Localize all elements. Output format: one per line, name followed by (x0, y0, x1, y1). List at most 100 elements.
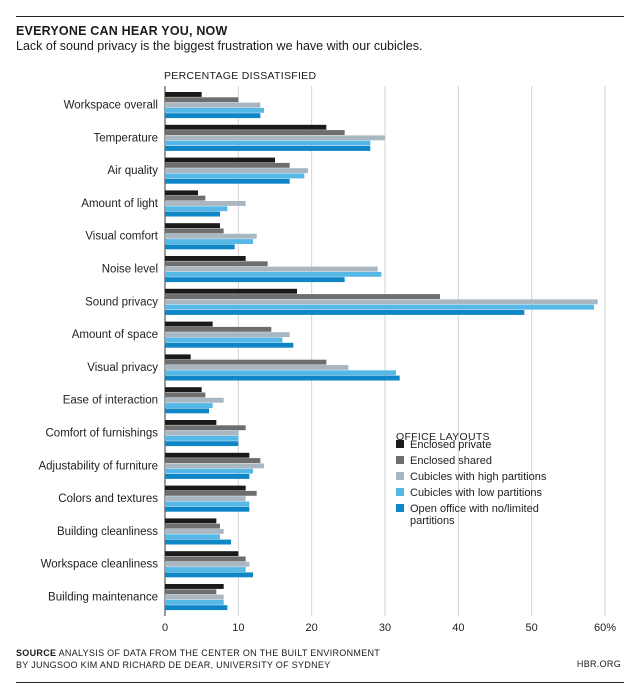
bar (165, 102, 261, 108)
category-label: Adjustability of furniture (38, 460, 158, 472)
x-tick-label: 30 (379, 622, 391, 634)
bar (165, 501, 250, 507)
bar (165, 294, 440, 299)
category-label: Amount of space (72, 329, 158, 341)
bar (165, 342, 294, 348)
bar (165, 468, 253, 474)
bar (165, 146, 371, 151)
bar (165, 430, 239, 436)
x-tick-label: 0 (162, 622, 168, 634)
bar (165, 107, 264, 113)
bar (165, 529, 224, 534)
x-tick-label: 50 (526, 622, 538, 634)
bar (165, 321, 213, 327)
category-label: Ease of interaction (63, 395, 158, 407)
top-rule (16, 16, 624, 17)
category-label: Visual privacy (87, 362, 158, 374)
bar (165, 534, 220, 540)
bar (165, 523, 220, 529)
bar (165, 397, 224, 403)
bar (165, 474, 250, 479)
bar (165, 195, 206, 201)
legend-label: Enclosed shared (410, 455, 492, 467)
bar (165, 518, 217, 524)
category-label: Visual comfort (85, 231, 158, 243)
bar (165, 190, 198, 196)
bar (165, 310, 525, 315)
chart-title: EVERYONE CAN HEAR YOU, NOW (16, 24, 228, 38)
bar (165, 206, 228, 212)
bar (165, 556, 246, 562)
bar (165, 228, 224, 234)
bar (165, 551, 239, 557)
bar (165, 485, 246, 491)
bar (165, 256, 246, 261)
category-label: Workspace overall (64, 100, 158, 112)
source-line-2: BY JUNGSOO KIM AND RICHARD DE DEAR, UNIV… (16, 660, 331, 670)
bar (165, 332, 290, 338)
category-label: Workspace cleanliness (41, 559, 159, 571)
bar (165, 506, 250, 512)
bar (165, 140, 371, 146)
x-tick-label: 40 (452, 622, 464, 634)
legend-swatch (396, 440, 404, 448)
bar (165, 561, 250, 567)
bar (165, 277, 345, 283)
bar (165, 130, 345, 135)
bar (165, 359, 327, 365)
bar (165, 594, 224, 600)
bar (165, 178, 290, 184)
bar (165, 157, 275, 163)
bar (165, 271, 382, 277)
category-label: Building cleanliness (57, 526, 158, 538)
bar (165, 370, 396, 376)
bar (165, 135, 385, 141)
chart-subtitle: Lack of sound privacy is the biggest fru… (16, 39, 423, 53)
legend-swatch (396, 456, 404, 464)
legend-label: partitions (410, 515, 455, 527)
bar (165, 452, 250, 458)
source-line-1: ANALYSIS OF DATA FROM THE CENTER ON THE … (58, 648, 381, 658)
bar (165, 365, 349, 370)
bar (165, 375, 400, 381)
brand-label: HBR.ORG (576, 659, 621, 669)
bar (165, 589, 217, 595)
bar (165, 162, 290, 168)
bar (165, 288, 297, 294)
bar (165, 97, 239, 103)
category-label: Comfort of furnishings (46, 428, 159, 440)
bar (165, 392, 206, 398)
source-label: SOURCE (16, 648, 57, 658)
bar (165, 223, 220, 229)
category-label: Colors and textures (58, 493, 158, 505)
plot-axis-label: PERCENTAGE DISSATISFIED (164, 70, 317, 82)
category-label: Amount of light (81, 198, 159, 210)
x-tick-label: 20 (306, 622, 318, 634)
bar (165, 266, 378, 272)
bar (165, 463, 264, 469)
bar (165, 233, 257, 239)
bar (165, 261, 268, 267)
bar (165, 458, 261, 463)
category-label: Noise level (102, 264, 158, 276)
bar (165, 572, 253, 578)
bar (165, 244, 235, 250)
legend-label: Cubicles with high partitions (410, 471, 547, 483)
bar (165, 605, 228, 611)
bar (165, 201, 246, 206)
bar (165, 304, 594, 310)
bar (165, 211, 220, 217)
source-note: SOURCE ANALYSIS OF DATA FROM THE CENTER … (16, 647, 380, 671)
bar (165, 92, 202, 97)
bar (165, 539, 231, 545)
bar (165, 435, 239, 441)
bar (165, 337, 283, 343)
x-tick-label: 60% (594, 622, 616, 634)
bar (165, 173, 305, 179)
x-tick-label: 10 (232, 622, 244, 634)
legend-label: Cubicles with low partitions (410, 487, 543, 499)
bar (165, 168, 308, 174)
bar (165, 567, 246, 572)
legend-label: Open office with no/limited (410, 503, 539, 515)
